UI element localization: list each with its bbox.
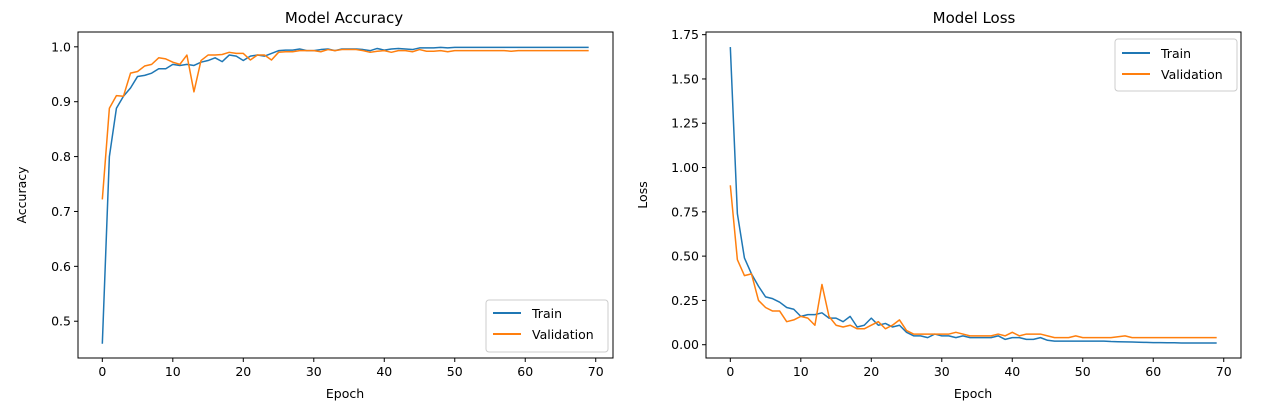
loss-plot-frame: [705, 31, 1242, 359]
loss-legend: Train Validation: [1114, 38, 1238, 92]
loss-series-validation-line: [729, 185, 1217, 339]
accuracy-series-train-line: [101, 46, 589, 344]
accuracy-y-tick-label: 1.0: [51, 39, 71, 54]
accuracy-legend-train-label: Train: [531, 306, 562, 321]
loss-x-tick-label: 20: [863, 364, 879, 379]
loss-x-axis: 0 10 20 30 40 50 60 70: [726, 358, 1232, 379]
accuracy-series-validation-line: [101, 48, 589, 200]
loss-y-tick-label: 1.00: [671, 160, 699, 175]
loss-series-train-line: [729, 47, 1217, 344]
loss-y-tick-label: 1.25: [671, 116, 699, 131]
accuracy-x-tick-label: 10: [165, 364, 181, 379]
loss-chart-lines: [729, 47, 1217, 344]
accuracy-x-axis-label: Epoch: [326, 386, 364, 401]
accuracy-chart-lines: [101, 46, 589, 344]
accuracy-x-tick-label: 30: [306, 364, 322, 379]
accuracy-x-tick-label: 70: [588, 364, 604, 379]
loss-legend-train-label: Train: [1160, 46, 1191, 61]
accuracy-legend-validation-label: Validation: [532, 327, 594, 342]
loss-x-tick-label: 0: [726, 364, 734, 379]
loss-x-tick-label: 60: [1145, 364, 1161, 379]
loss-y-tick-label: 0.25: [671, 293, 699, 308]
accuracy-y-tick-label: 0.9: [51, 94, 71, 109]
loss-x-tick-label: 50: [1075, 364, 1091, 379]
loss-y-axis: 0.00 0.25 0.50 0.75 1.00 1.25 1.50 1.75: [671, 27, 706, 352]
accuracy-y-tick-label: 0.6: [51, 259, 71, 274]
accuracy-x-axis: 0 10 20 30 40 50 60 70: [98, 358, 604, 379]
loss-chart: Model Loss 0 10 20 30 40 50 60 70 0.000.250.500…: [635, 9, 1242, 401]
loss-x-tick-label: 40: [1004, 364, 1020, 379]
accuracy-chart-title: Model Accuracy: [285, 9, 403, 27]
accuracy-x-tick-label: 0: [98, 364, 106, 379]
accuracy-y-axis: 0.5 0.6 0.7 0.8 0.9 1.0: [51, 39, 78, 329]
loss-y-tick-label: 1.75: [671, 27, 699, 42]
loss-x-tick-label: 70: [1216, 364, 1232, 379]
accuracy-x-tick-label: 50: [447, 364, 463, 379]
accuracy-x-tick-label: 40: [376, 364, 392, 379]
accuracy-y-tick-label: 0.7: [51, 204, 71, 219]
accuracy-plot-frame: [77, 31, 614, 359]
loss-y-axis-label: Loss: [635, 181, 650, 208]
accuracy-chart: Model Accuracy 0 10 20 30 40 50 60 70 0.5 0.6 0.7…: [14, 9, 614, 401]
accuracy-y-axis-label: Accuracy: [14, 166, 29, 224]
accuracy-x-tick-label: 20: [235, 364, 251, 379]
loss-chart-title: Model Loss: [933, 9, 1016, 27]
loss-legend-validation-label: Validation: [1161, 67, 1223, 82]
loss-y-tick-label: 0.75: [671, 204, 699, 219]
loss-y-tick-label: 0.00: [671, 337, 699, 352]
loss-x-axis-label: Epoch: [954, 386, 992, 401]
loss-x-tick-label: 30: [934, 364, 950, 379]
loss-x-tick-label: 10: [793, 364, 809, 379]
accuracy-y-tick-label: 0.8: [51, 149, 71, 164]
loss-y-tick-label: 0.50: [671, 249, 699, 264]
loss-y-tick-label: 1.50: [671, 71, 699, 86]
accuracy-x-tick-label: 60: [517, 364, 533, 379]
accuracy-legend: Train Validation: [485, 299, 609, 353]
accuracy-y-tick-label: 0.5: [51, 314, 71, 329]
